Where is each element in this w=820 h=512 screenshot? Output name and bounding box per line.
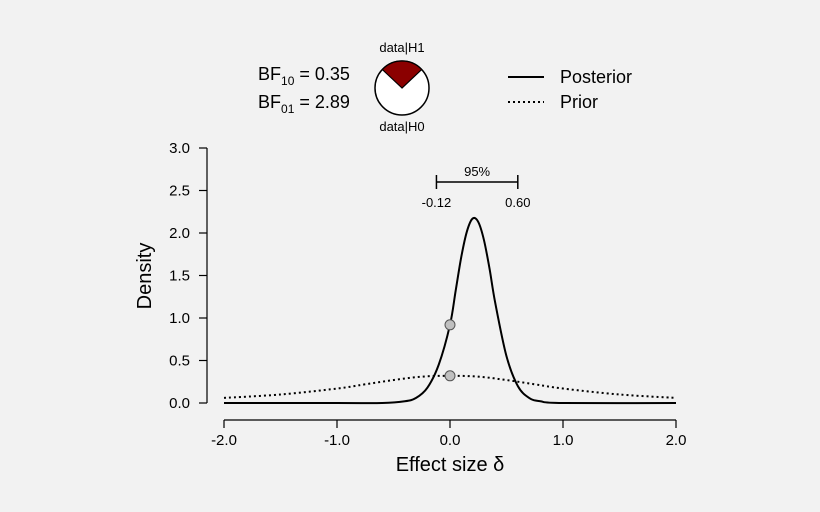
legend-posterior-label: Posterior [560,67,632,87]
ci-label: 95% [464,164,490,179]
y-tick-label: 1.0 [169,310,190,327]
y-tick-label: 1.5 [169,268,190,285]
pie-bottom-label: data|H0 [379,119,424,134]
bayes-factor-pie [374,60,430,116]
y-tick-label: 0.5 [169,353,190,370]
pie-h1-slice [381,60,423,89]
y-axis-ticks: 0.0 0.5 1.0 1.5 2.0 2.5 3.0 [169,140,207,412]
bf10-text: BF10 = 0.35 [258,64,350,88]
bf01-text: BF01 = 2.89 [258,92,350,116]
bf10-subscript: 10 [281,74,295,88]
bf01-label: BF [258,92,281,112]
pie-top-label: data|H1 [379,40,424,55]
x-axis-title: Effect size δ [396,454,505,476]
bf10-value: = 0.35 [294,64,350,84]
density-curves [223,216,677,405]
x-tick-label: 2.0 [666,432,687,449]
y-tick-label: 3.0 [169,140,190,157]
x-tick-label: -1.0 [324,432,350,449]
y-tick-label: 2.0 [169,225,190,242]
bf01-subscript: 01 [281,102,295,116]
density-point-at-zero [444,370,456,382]
bf01-value: = 2.89 [294,92,350,112]
ci-upper-label: 0.60 [505,195,530,210]
x-axis-ticks: -2.0 -1.0 0.0 1.0 2.0 [211,420,686,449]
ci-lower-label: -0.12 [422,195,452,210]
credible-interval: 95% -0.12 0.60 [422,164,531,210]
savage-dickey-points [444,319,456,382]
bf10-label: BF [258,64,281,84]
posterior-curve [224,216,677,405]
prior-curve [223,374,677,399]
x-tick-label: -2.0 [211,432,237,449]
legend-prior-label: Prior [560,92,598,112]
x-tick-label: 0.0 [440,432,461,449]
density-point-at-zero [444,319,456,331]
x-tick-label: 1.0 [553,432,574,449]
y-axis-title: Density [134,243,156,310]
y-tick-label: 0.0 [169,395,190,412]
y-tick-label: 2.5 [169,183,190,200]
